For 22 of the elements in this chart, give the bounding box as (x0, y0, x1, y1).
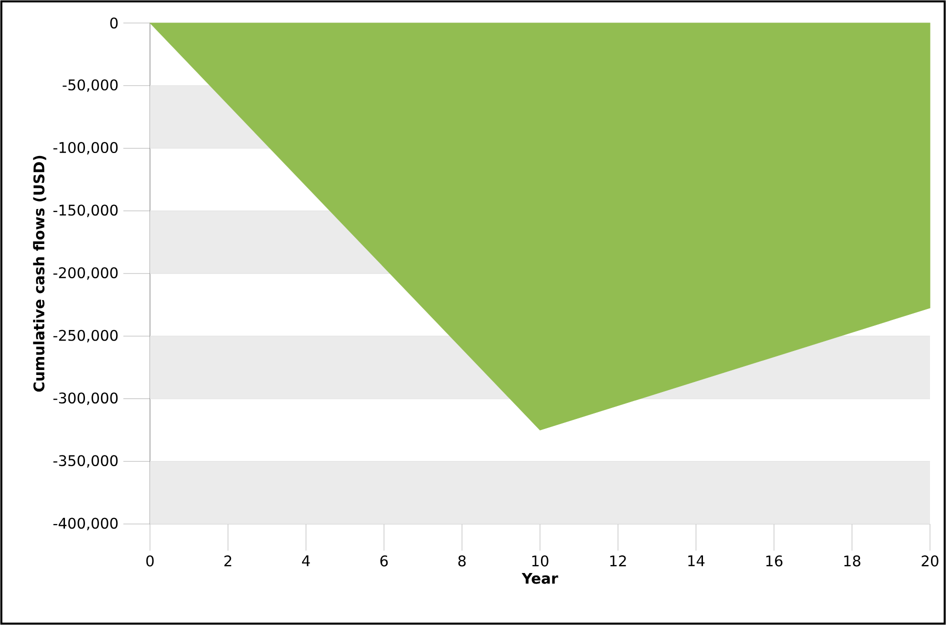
x-tick-label: 0 (146, 555, 154, 566)
x-tick-label: 4 (302, 555, 310, 566)
x-tick-label: 8 (458, 555, 466, 566)
x-tick-label: 6 (380, 555, 388, 566)
y-tick-label: -150,000 (53, 204, 118, 218)
y-tick-label: -350,000 (53, 455, 118, 468)
y-tick-label: -200,000 (53, 267, 118, 280)
x-tick-label: 18 (844, 555, 860, 566)
x-tick-label: 14 (688, 555, 705, 566)
x-axis-title: Year (522, 572, 558, 584)
y-tick-label: -300,000 (53, 392, 118, 406)
y-tick-label: -100,000 (53, 142, 118, 155)
y-tick-label: -50,000 (62, 79, 118, 92)
x-tick-label: 12 (610, 555, 626, 566)
y-tick-label: -250,000 (53, 330, 118, 342)
y-tick-label: 0 (110, 17, 118, 29)
y-axis-title: Cumulative cash flows (USD) (33, 156, 46, 392)
x-tick-label: 2 (224, 555, 232, 566)
x-tick-label: 16 (766, 555, 782, 566)
y-tick-label: -400,000 (53, 518, 118, 530)
x-tick-label: 10 (532, 555, 548, 566)
x-tick-label: 20 (922, 555, 938, 566)
